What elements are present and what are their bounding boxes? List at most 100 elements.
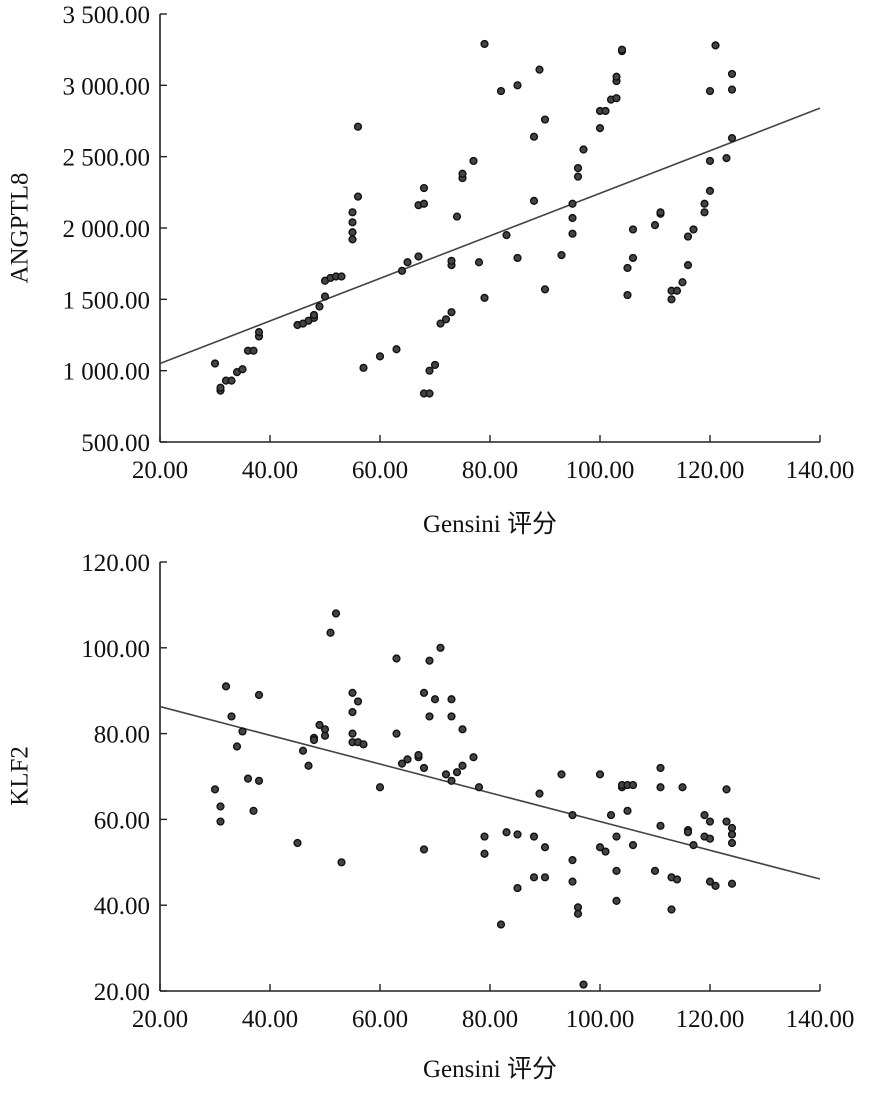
data-point	[397, 759, 407, 768]
data-point	[568, 199, 577, 208]
data-point	[430, 360, 440, 370]
data-point	[249, 806, 258, 815]
data-point	[612, 896, 621, 906]
data-point	[375, 352, 385, 361]
data-point	[678, 278, 687, 287]
data-point	[573, 172, 583, 181]
data-point	[727, 134, 737, 143]
data-point	[672, 875, 682, 884]
data-point	[700, 199, 709, 208]
x-axis-title: Gensini 评分	[423, 510, 557, 538]
data-point	[623, 263, 632, 273]
data-point	[348, 208, 357, 217]
data-point	[727, 85, 737, 94]
data-point	[348, 688, 357, 697]
x-tick-label: 120.00	[676, 457, 745, 484]
data-point	[392, 729, 401, 738]
data-point	[727, 838, 737, 848]
data-point	[320, 731, 330, 740]
data-point	[568, 229, 577, 238]
y-tick-label: 20.00	[94, 979, 150, 1006]
data-point	[595, 770, 605, 779]
data-point	[540, 843, 550, 852]
data-point	[496, 86, 506, 96]
y-tick-label: 80.00	[94, 722, 150, 749]
data-point	[689, 225, 698, 234]
x-tick-label: 80.00	[462, 457, 518, 484]
data-point	[540, 285, 550, 294]
data-point	[727, 830, 737, 839]
data-point	[557, 251, 566, 260]
data-point	[216, 817, 225, 826]
data-point	[436, 643, 445, 652]
data-point	[513, 253, 522, 263]
data-point	[573, 163, 583, 173]
x-tick-label: 60.00	[352, 1006, 408, 1033]
data-point	[375, 783, 385, 792]
data-point	[397, 266, 407, 275]
data-point	[216, 802, 225, 811]
data-point	[293, 838, 302, 848]
x-tick-label: 20.00	[132, 1006, 188, 1033]
data-point	[705, 86, 715, 96]
data-point	[595, 843, 605, 852]
data-point	[667, 905, 676, 914]
data-point	[315, 720, 324, 730]
data-point	[540, 873, 550, 882]
data-point	[579, 980, 588, 989]
data-point	[238, 365, 247, 374]
data-point	[540, 115, 550, 124]
data-point	[617, 45, 627, 54]
regression-line	[159, 107, 821, 365]
y-tick-label: 3 000.00	[63, 73, 151, 100]
data-point	[606, 811, 616, 820]
data-point	[359, 740, 368, 749]
data-point	[298, 746, 308, 755]
data-point	[722, 785, 731, 794]
data-point	[656, 763, 665, 773]
y-tick-label: 100.00	[81, 636, 150, 663]
data-point	[700, 208, 709, 217]
data-point	[579, 145, 588, 154]
data-point	[535, 65, 544, 74]
data-point	[529, 132, 539, 141]
data-point	[705, 877, 715, 886]
data-point	[232, 742, 242, 751]
data-point	[243, 774, 253, 783]
data-point	[529, 832, 539, 841]
data-point	[568, 877, 577, 886]
data-point	[419, 845, 429, 854]
data-point	[727, 69, 737, 79]
data-point	[513, 883, 522, 893]
data-point	[254, 328, 264, 337]
data-point	[425, 366, 434, 375]
data-point	[513, 830, 522, 839]
data-point	[672, 286, 682, 295]
data-point	[683, 828, 693, 837]
x-tick-label: 80.00	[462, 1006, 518, 1033]
data-point	[573, 909, 583, 918]
data-point	[656, 783, 665, 792]
x-axis-title: Gensini 评分	[423, 1055, 557, 1083]
data-point	[568, 856, 577, 865]
data-point	[623, 806, 632, 815]
data-point	[348, 218, 357, 227]
data-point	[612, 72, 621, 81]
data-point	[238, 727, 247, 736]
data-point	[315, 302, 324, 311]
data-point	[353, 192, 363, 201]
data-point	[210, 359, 220, 368]
data-point	[337, 272, 346, 281]
data-point	[722, 817, 731, 826]
data-point	[447, 256, 456, 265]
data-point	[705, 817, 715, 826]
data-point	[469, 753, 478, 762]
data-point	[447, 712, 456, 721]
data-point	[557, 770, 566, 779]
data-point	[601, 106, 610, 116]
data-point	[353, 697, 363, 706]
data-point	[568, 213, 577, 223]
x-tick-label: 140.00	[786, 457, 855, 484]
data-point	[612, 94, 621, 103]
x-tick-label: 40.00	[242, 1006, 298, 1033]
